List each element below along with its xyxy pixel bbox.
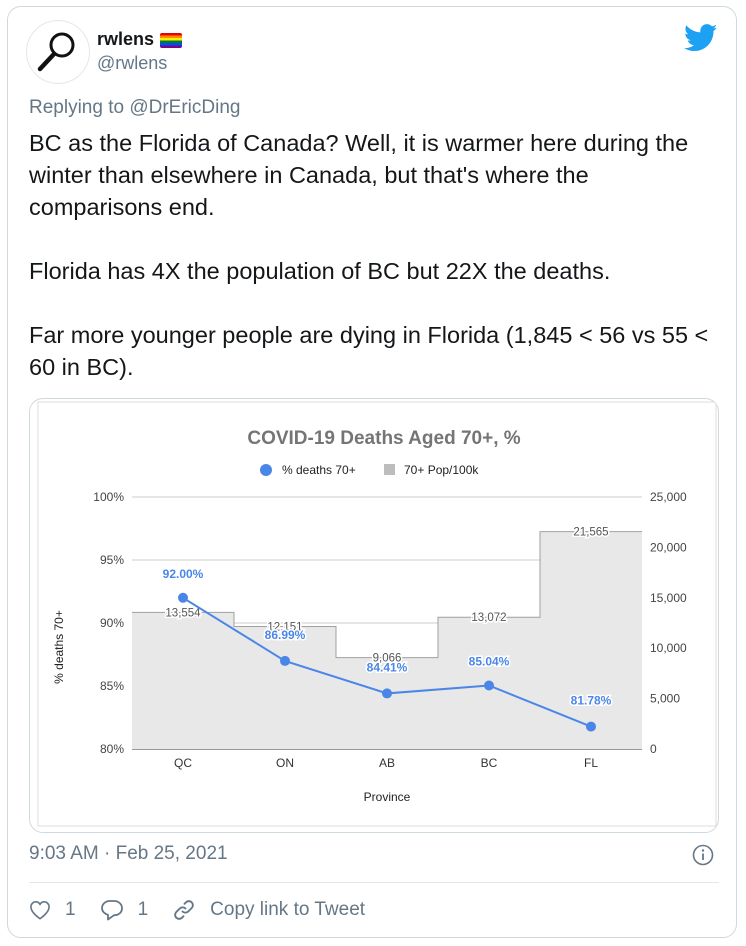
reply-prefix: Replying to bbox=[29, 97, 125, 118]
line-data-label: 85.04% bbox=[469, 654, 510, 668]
left-tick-label: 95% bbox=[100, 553, 124, 567]
stepped-area-fill bbox=[132, 531, 642, 749]
line-data-label: 81.78% bbox=[571, 694, 612, 708]
area-data-label: 13,072 bbox=[471, 612, 506, 624]
like-count: 1 bbox=[65, 899, 76, 920]
legend-label-line: % deaths 70+ bbox=[282, 463, 356, 477]
tweet-paragraph: Far more younger people are dying in Flo… bbox=[29, 322, 709, 380]
display-name[interactable]: rwlens bbox=[97, 29, 183, 50]
line-data-label: 86.99% bbox=[265, 628, 306, 642]
right-tick-label: 25,000 bbox=[650, 490, 687, 504]
legend-marker-line bbox=[260, 464, 272, 476]
legend-marker-area bbox=[384, 464, 395, 475]
copy-link-button[interactable]: Copy link to Tweet bbox=[172, 898, 365, 922]
area-data-label: 9,066 bbox=[373, 653, 402, 665]
y-axis-label: % deaths 70+ bbox=[52, 610, 66, 684]
like-button[interactable]: 1 bbox=[29, 899, 76, 921]
area-data-label: 21,565 bbox=[573, 527, 608, 539]
category-tick-label: FL bbox=[584, 756, 598, 770]
category-tick-label: BC bbox=[481, 756, 498, 770]
line-data-label: 92.00% bbox=[163, 567, 204, 581]
category-tick-label: AB bbox=[379, 756, 395, 770]
left-tick-label: 80% bbox=[100, 742, 124, 756]
chart: 80% 85% 90% 95% 100% 0 5,000 10,000 15,000 20,00… bbox=[30, 399, 718, 832]
line-point bbox=[280, 655, 290, 666]
right-tick-label: 10,000 bbox=[650, 641, 687, 655]
timestamp[interactable]: 9:03 AM · Feb 25, 2021 bbox=[29, 843, 228, 864]
area-data-label: 12,151 bbox=[267, 622, 302, 634]
line-point bbox=[586, 721, 596, 732]
background-bleed bbox=[30, 399, 38, 832]
area-data-label: 13,554 bbox=[165, 607, 201, 619]
avatar[interactable] bbox=[26, 20, 90, 84]
reply-count: 1 bbox=[137, 899, 149, 920]
right-tick-label: 20,000 bbox=[650, 540, 687, 554]
tweet-paragraph: BC as the Florida of Canada? Well, it is… bbox=[29, 130, 689, 220]
reply-icon bbox=[100, 900, 123, 921]
divider bbox=[29, 882, 719, 883]
category-tick-label: QC bbox=[174, 756, 192, 770]
magnifier-icon bbox=[37, 32, 75, 72]
left-tick-label: 100% bbox=[93, 490, 124, 504]
reply-context: Replying to @DrEricDing bbox=[29, 97, 240, 119]
left-tick-label: 85% bbox=[100, 679, 124, 693]
stepped-area-outline bbox=[132, 531, 642, 659]
twitter-bird-icon[interactable] bbox=[683, 24, 718, 57]
tweet-paragraph: Florida has 4X the population of BC but … bbox=[29, 258, 611, 284]
line-point bbox=[382, 688, 392, 699]
right-tick-label: 0 bbox=[650, 742, 657, 756]
user-handle[interactable]: @rwlens bbox=[97, 53, 168, 73]
action-bar: 1 1 Copy link to Tweet bbox=[29, 896, 389, 924]
category-tick-label: ON bbox=[276, 756, 294, 770]
tweet-text: BC as the Florida of Canada? Well, it is… bbox=[29, 127, 719, 415]
legend: % deaths 70+ 70+ Pop/100k bbox=[260, 463, 479, 477]
info-icon[interactable] bbox=[692, 844, 714, 871]
line-point bbox=[484, 680, 494, 691]
copy-link-label: Copy link to Tweet bbox=[210, 899, 366, 920]
legend-label-area: 70+ Pop/100k bbox=[404, 463, 479, 477]
heart-icon bbox=[30, 900, 50, 920]
link-icon bbox=[174, 900, 194, 920]
right-tick-label: 5,000 bbox=[650, 692, 680, 706]
line-point bbox=[178, 592, 188, 603]
x-axis-label: Province bbox=[364, 790, 411, 804]
reply-to-link[interactable]: @DrEricDing bbox=[129, 97, 241, 118]
reply-button[interactable]: 1 bbox=[100, 899, 149, 921]
chart-title: COVID-19 Deaths Aged 70+, % bbox=[247, 428, 520, 449]
line-data-label: 84.41% bbox=[367, 660, 408, 674]
display-name-text: rwlens bbox=[97, 29, 155, 49]
chart-image[interactable]: 80% 85% 90% 95% 100% 0 5,000 10,000 15,000 20,00… bbox=[29, 398, 719, 833]
right-tick-label: 15,000 bbox=[650, 591, 687, 605]
rainbow-flag-icon bbox=[160, 32, 183, 48]
left-tick-label: 90% bbox=[100, 616, 124, 630]
